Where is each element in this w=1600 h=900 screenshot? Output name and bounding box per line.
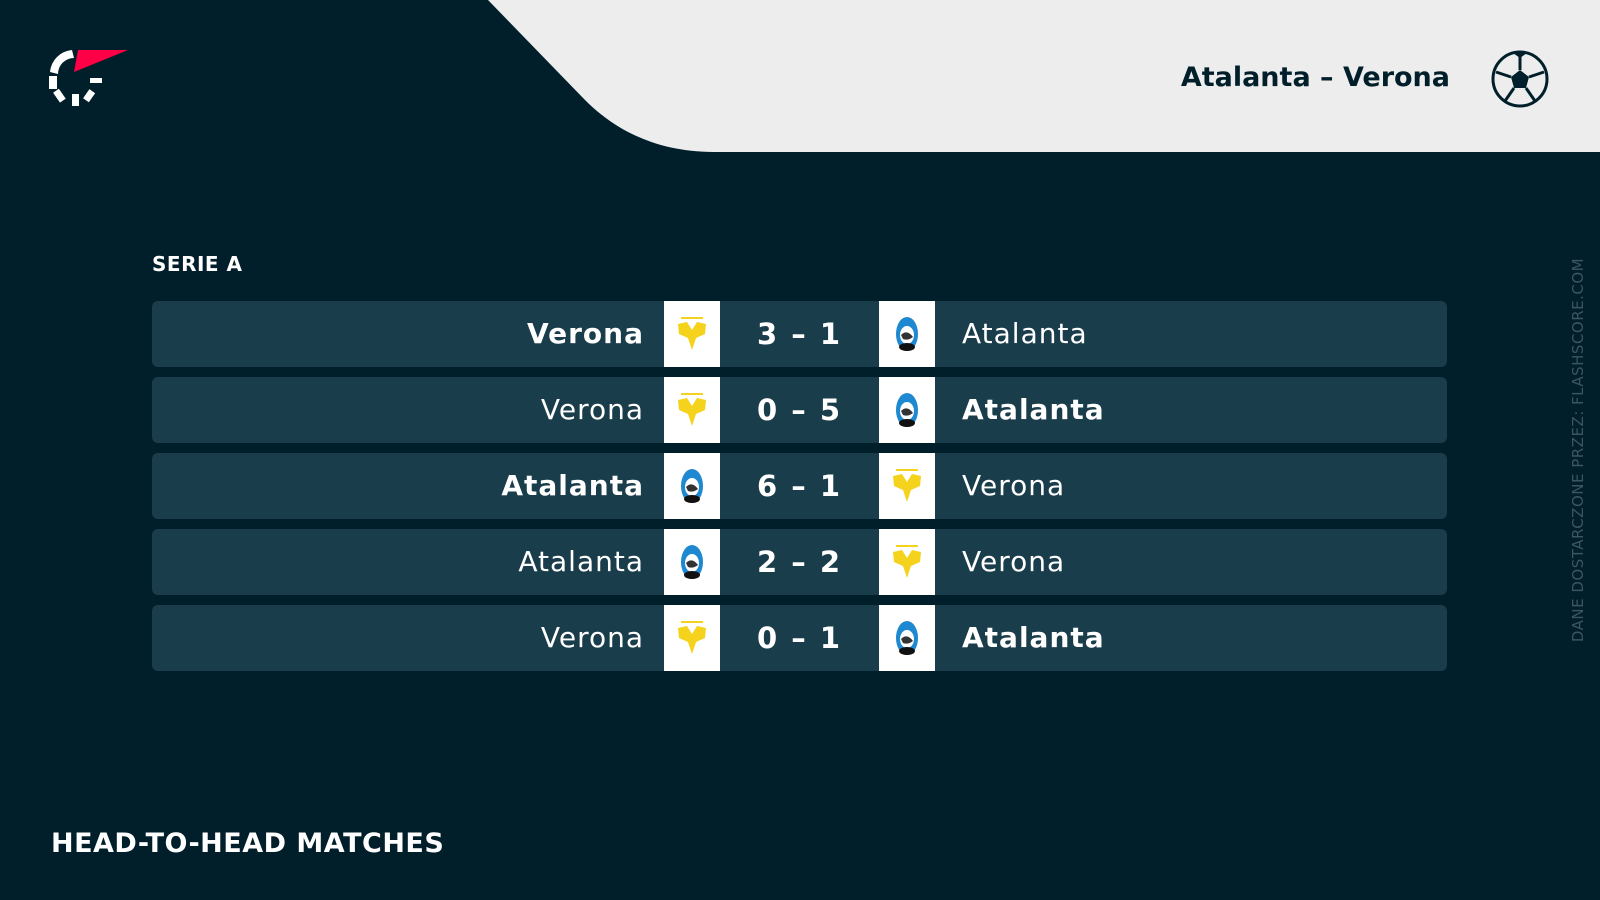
home-team: Atalanta [501, 469, 644, 502]
away-team: Verona [962, 545, 1066, 578]
away-crest [879, 529, 935, 595]
verona-crest-icon [893, 545, 921, 578]
away-crest [879, 301, 935, 367]
home-crest [664, 301, 720, 367]
atalanta-crest-icon [896, 317, 918, 351]
score: 6 – 1 [756, 469, 843, 503]
score: 3 – 1 [756, 317, 843, 351]
home-crest [664, 605, 720, 671]
match-title: Atalanta – Verona [1180, 62, 1450, 93]
flashscore-logo [49, 50, 128, 106]
score: 0 – 5 [756, 393, 843, 427]
verona-crest-icon [678, 317, 706, 350]
atalanta-crest-icon [896, 393, 918, 427]
away-team: Atalanta [962, 393, 1105, 426]
home-crest [664, 453, 720, 519]
match-row[interactable]: Verona 0 – 5 Atalanta [152, 377, 1447, 443]
away-team: Atalanta [962, 317, 1088, 350]
verona-crest-icon [893, 469, 921, 502]
match-row[interactable]: Atalanta 2 – 2 Verona [152, 529, 1447, 595]
atalanta-crest-icon [896, 621, 918, 655]
match-row[interactable]: Atalanta 6 – 1 Verona [152, 453, 1447, 519]
league-label: SERIE A [152, 252, 243, 276]
score: 2 – 2 [756, 545, 843, 579]
home-crest [664, 377, 720, 443]
away-crest [879, 605, 935, 671]
verona-crest-icon [678, 393, 706, 426]
soccer-ball-icon [1491, 50, 1549, 108]
data-credit: DANE DOSTARCZONE PRZEZ: FLASHSCORE.COM [1569, 257, 1587, 643]
home-team: Verona [540, 393, 644, 426]
away-team: Verona [962, 469, 1066, 502]
home-team: Atalanta [518, 545, 644, 578]
section-title: HEAD-TO-HEAD MATCHES [51, 828, 445, 859]
match-row[interactable]: Verona 0 – 1 Atalanta [152, 605, 1447, 671]
home-crest [664, 529, 720, 595]
verona-crest-icon [678, 621, 706, 654]
score: 0 – 1 [756, 621, 843, 655]
away-crest [879, 453, 935, 519]
header-panel [488, 0, 1600, 152]
home-team: Verona [540, 621, 644, 654]
home-team: Verona [526, 317, 644, 350]
away-team: Atalanta [962, 621, 1105, 654]
atalanta-crest-icon [681, 469, 703, 503]
away-crest [879, 377, 935, 443]
match-row[interactable]: Verona 3 – 1 Atalanta [152, 301, 1447, 367]
atalanta-crest-icon [681, 545, 703, 579]
